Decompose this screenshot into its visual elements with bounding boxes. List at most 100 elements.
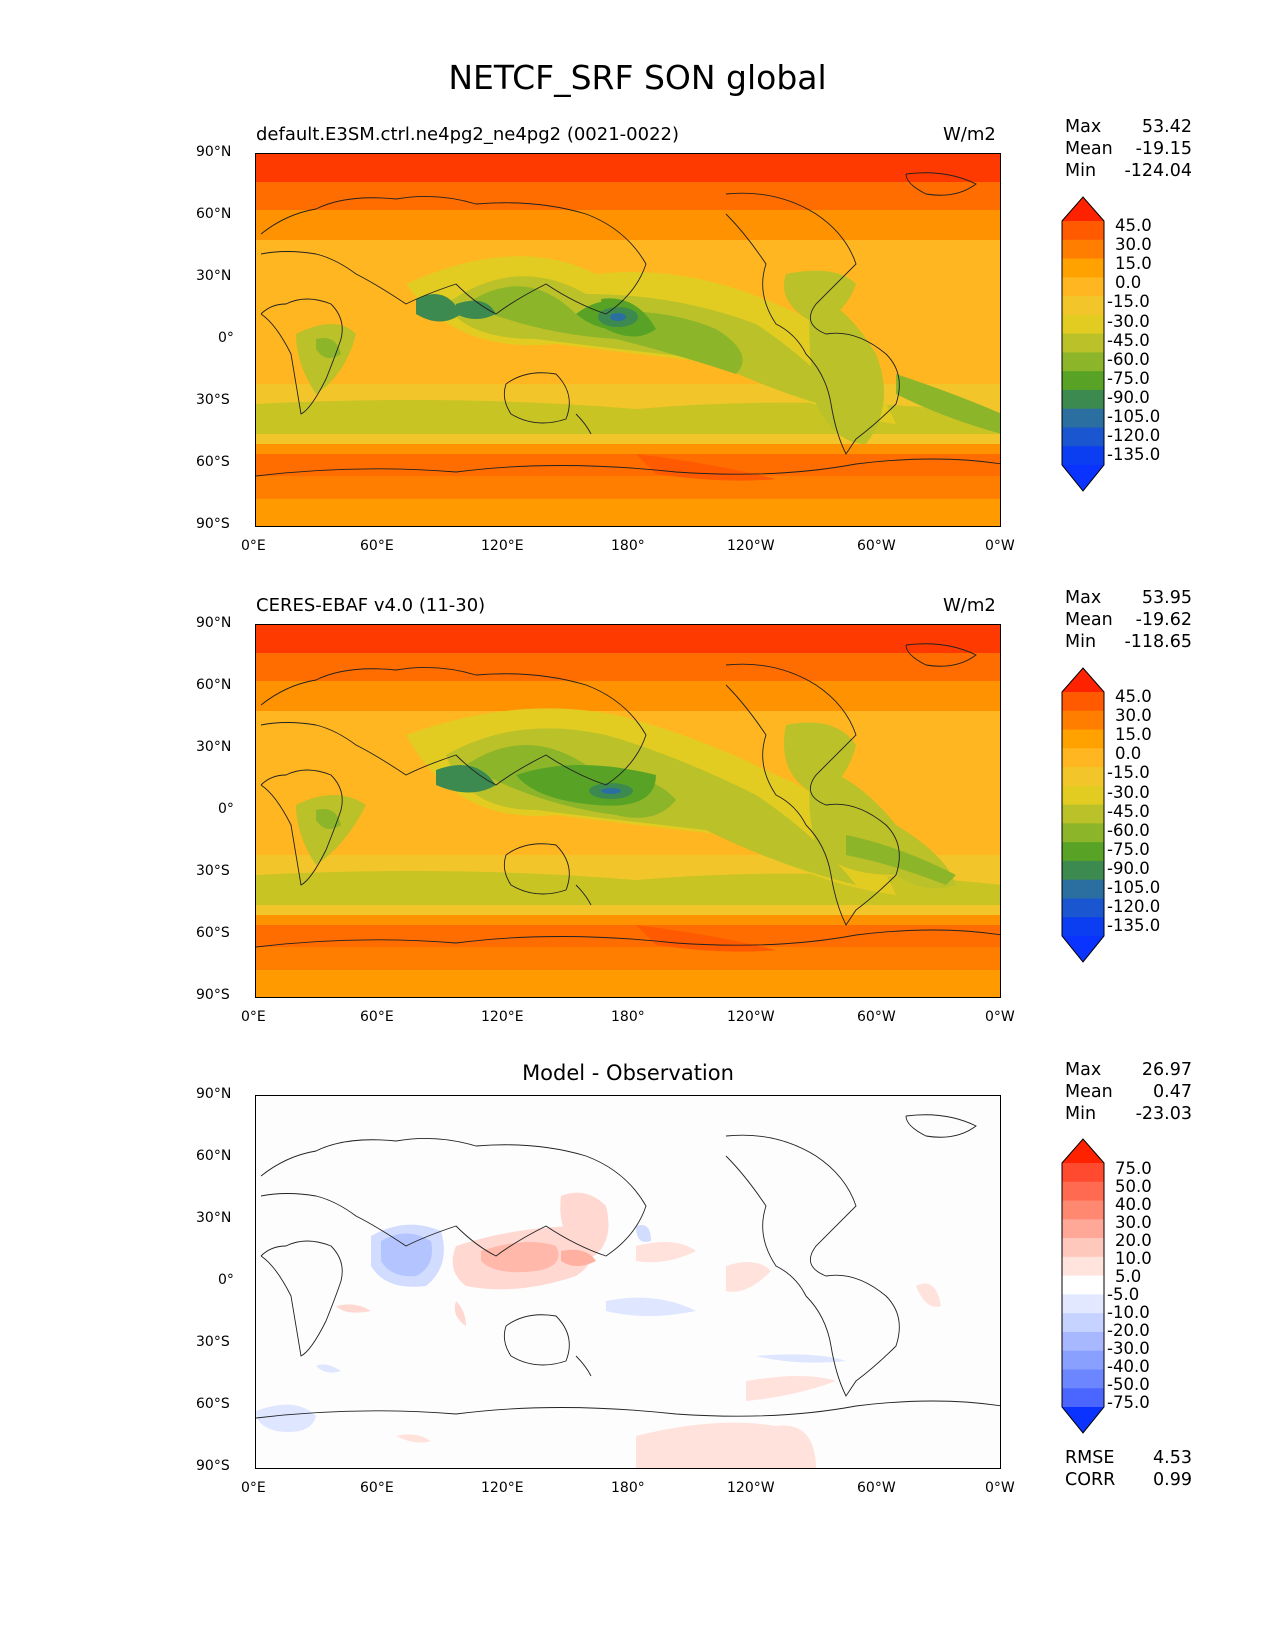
map-plot-area <box>255 1095 1001 1469</box>
colorbar-tick-label: -120.0 <box>1107 897 1161 917</box>
colorbar-tick-label: 0.0 <box>1115 273 1142 293</box>
colorbar-tick-label: 45.0 <box>1115 216 1152 235</box>
colorbar-band <box>1062 785 1104 806</box>
colorbar <box>1061 196 1105 492</box>
lat-label: 0° <box>218 1272 234 1288</box>
contour-field <box>256 625 1000 997</box>
colorbar-band <box>1062 427 1104 447</box>
lat-label: 60°S <box>196 1396 230 1412</box>
colorbar-band <box>1062 767 1104 787</box>
colorbar-band <box>1062 1200 1104 1220</box>
colorbar-band <box>1062 446 1104 466</box>
lat-label: 60°N <box>196 1148 232 1164</box>
lat-label: 30°S <box>196 392 230 408</box>
lat-label: 30°S <box>196 1334 230 1350</box>
colorbar-band <box>1062 333 1104 353</box>
stat-min-value: -124.04 <box>1124 161 1192 181</box>
colorbar-tick-label: 20.0 <box>1115 1231 1152 1250</box>
colorbar-tick-label: -135.0 <box>1107 916 1161 936</box>
lat-label: 90°N <box>196 1086 232 1102</box>
lon-label: 0°E <box>241 538 266 554</box>
lat-label: 30°S <box>196 863 230 879</box>
colorbar-tick-label: -135.0 <box>1107 445 1161 465</box>
colorbar-band <box>1062 729 1104 749</box>
colorbar-tick-label: 15.0 <box>1115 254 1152 274</box>
lon-label: 0°W <box>985 1009 1015 1025</box>
colorbar-outline <box>1061 1138 1105 1434</box>
colorbar-band <box>1062 823 1104 843</box>
colorbar-tick-label: -5.0 <box>1107 1285 1140 1304</box>
lat-label: 30°N <box>196 268 232 284</box>
colorbar-tick-label: 15.0 <box>1115 725 1152 745</box>
lon-label: 0°E <box>241 1009 266 1025</box>
colorbar-extend-bottom <box>1062 1407 1104 1433</box>
lon-label: 180° <box>611 1009 645 1025</box>
colorbar-tick-label: -45.0 <box>1107 801 1150 821</box>
stat-min-label: Min <box>1065 1104 1097 1124</box>
colorbar-band <box>1062 692 1104 712</box>
colorbar-band <box>1062 371 1104 391</box>
colorbar-band <box>1062 1219 1104 1239</box>
colorbar-extend-top <box>1062 668 1104 692</box>
colorbar-tick-label: -30.0 <box>1107 1339 1150 1358</box>
colorbar-tick-label: 40.0 <box>1115 1195 1152 1214</box>
colorbar-tick-label: -60.0 <box>1107 349 1150 369</box>
stat-max-value: 53.42 <box>1141 117 1192 137</box>
colorbar-tick-label: -60.0 <box>1107 820 1150 840</box>
colorbar-tick-label: -30.0 <box>1107 311 1150 331</box>
stat-min-value: -118.65 <box>1124 632 1192 652</box>
colorbar-tick-label: -90.0 <box>1107 858 1150 878</box>
colorbar-tick-label: -75.0 <box>1107 368 1150 388</box>
lon-label: 60°W <box>857 1009 896 1025</box>
stat-min-label: Min <box>1065 632 1097 652</box>
colorbar-band <box>1062 842 1104 862</box>
colorbar-tick-label: -75.0 <box>1107 1393 1150 1412</box>
figure-title: NETCF_SRF SON global <box>448 58 827 97</box>
colorbar-band <box>1062 1294 1104 1314</box>
lat-label: 0° <box>218 801 234 817</box>
lat-label: 60°S <box>196 454 230 470</box>
colorbar-band <box>1062 1388 1104 1408</box>
colorbar-band <box>1062 296 1104 316</box>
corr-value: 0.99 <box>1153 1470 1192 1490</box>
colorbar-tick-label: -120.0 <box>1107 426 1161 446</box>
colorbar-outline <box>1061 196 1105 492</box>
colorbar-band <box>1062 804 1104 824</box>
lat-label: 90°N <box>196 144 232 160</box>
stat-max-label: Max <box>1065 1060 1102 1080</box>
colorbar-tick-label: 30.0 <box>1115 1213 1152 1232</box>
colorbar-tick-label: 75.0 <box>1115 1159 1152 1178</box>
colorbar-tick-label: 30.0 <box>1115 706 1152 726</box>
lat-label: 30°N <box>196 1210 232 1226</box>
stat-mean-value: -19.62 <box>1135 610 1192 630</box>
stat-mean-label: Mean <box>1065 610 1113 630</box>
panel-title-center: Model - Observation <box>522 1061 734 1085</box>
colorbar-band <box>1062 1275 1104 1295</box>
lon-label: 0°E <box>241 1480 266 1496</box>
panel-units: W/m2 <box>943 124 996 145</box>
colorbar-tick-label: -45.0 <box>1107 330 1150 350</box>
map-plot-area <box>255 153 1001 527</box>
stat-max-label: Max <box>1065 588 1102 608</box>
colorbar-band <box>1062 389 1104 410</box>
colorbar-extend-bottom <box>1062 936 1104 962</box>
colorbar-outline <box>1061 667 1105 963</box>
colorbar-band <box>1062 1331 1104 1352</box>
colorbar-tick-label: -40.0 <box>1107 1357 1150 1376</box>
colorbar-tick-label: -50.0 <box>1107 1375 1150 1394</box>
colorbar-band <box>1062 408 1104 428</box>
lat-label: 60°N <box>196 206 232 222</box>
lon-label: 180° <box>611 538 645 554</box>
colorbar <box>1061 1138 1105 1434</box>
stat-max-value: 26.97 <box>1141 1060 1192 1080</box>
colorbar-band <box>1062 879 1104 899</box>
colorbar-tick-label: -30.0 <box>1107 782 1150 802</box>
lat-label: 90°S <box>196 987 230 1003</box>
colorbar-band <box>1062 1163 1104 1183</box>
lon-label: 120°E <box>481 1480 524 1496</box>
stat-mean-value: -19.15 <box>1135 139 1192 159</box>
colorbar-band <box>1062 1350 1104 1370</box>
coastlines <box>256 643 1000 948</box>
lon-label: 180° <box>611 1480 645 1496</box>
panel-title-left: default.E3SM.ctrl.ne4pg2_ne4pg2 (0021-00… <box>256 124 679 145</box>
